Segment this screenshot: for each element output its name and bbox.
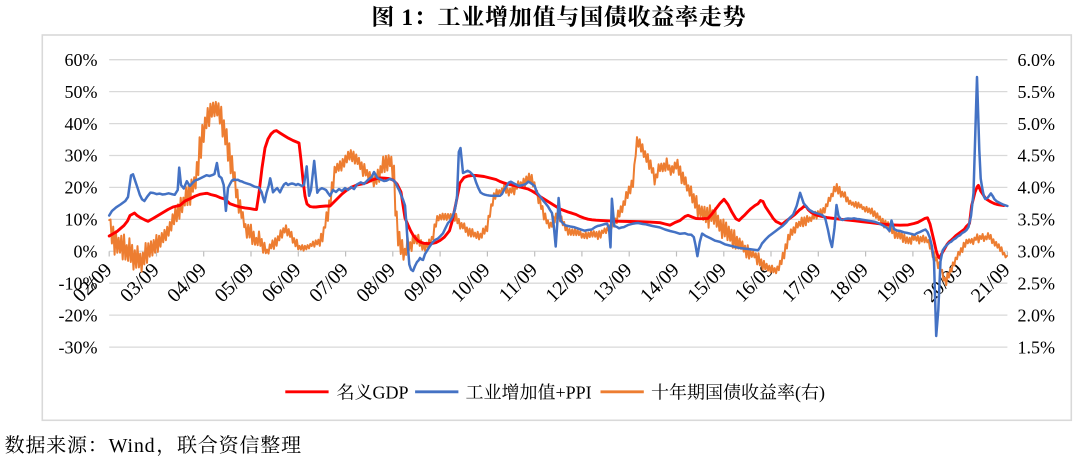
svg-text:-10%: -10% [59, 273, 98, 293]
svg-text:3.5%: 3.5% [1018, 210, 1056, 230]
svg-text:4.5%: 4.5% [1018, 146, 1056, 166]
svg-text:40%: 40% [65, 114, 98, 134]
svg-text:(: ( [795, 383, 801, 404]
svg-text:2.0%: 2.0% [1018, 305, 1056, 325]
svg-text:5.0%: 5.0% [1018, 114, 1056, 134]
svg-text:3.0%: 3.0% [1018, 242, 1056, 262]
svg-text:5.5%: 5.5% [1018, 82, 1056, 102]
svg-text:Wind: Wind [109, 435, 156, 457]
svg-text:2.5%: 2.5% [1018, 273, 1056, 293]
svg-text:30%: 30% [65, 146, 98, 166]
svg-text:1.5%: 1.5% [1018, 337, 1056, 357]
svg-text:4.0%: 4.0% [1018, 178, 1056, 198]
svg-text:+PPI: +PPI [556, 383, 592, 403]
svg-text:10%: 10% [65, 210, 98, 230]
svg-text:GDP: GDP [373, 383, 409, 403]
svg-text:1: 1 [402, 5, 414, 30]
svg-text:50%: 50% [65, 82, 98, 102]
svg-text:-30%: -30% [59, 337, 98, 357]
svg-text:0%: 0% [74, 242, 98, 262]
svg-text:): ) [819, 383, 825, 404]
svg-text:6.0%: 6.0% [1018, 50, 1056, 70]
svg-text:20%: 20% [65, 178, 98, 198]
svg-text:-20%: -20% [59, 305, 98, 325]
svg-text:60%: 60% [65, 50, 98, 70]
